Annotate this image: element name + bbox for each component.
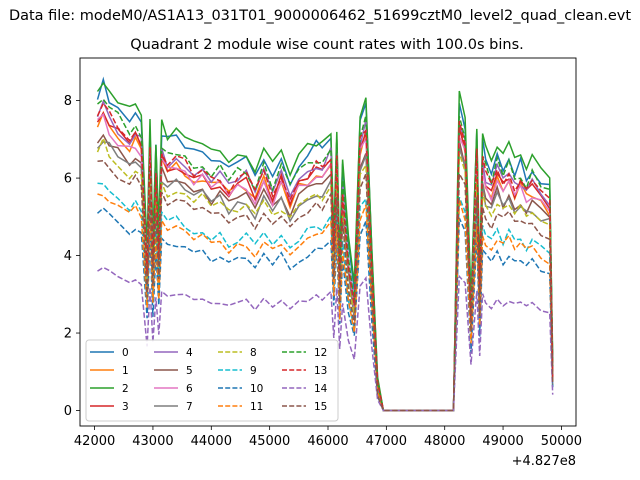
series-layer	[96, 76, 554, 412]
y-tick-label: 4	[64, 249, 72, 264]
legend-label: 13	[314, 365, 327, 377]
y-tick-label: 8	[64, 94, 72, 109]
x-tick-label: 47000	[366, 434, 407, 449]
x-axis: 42000 43000 44000 45000 46000 47000 48000 49000…	[74, 426, 582, 449]
legend-label: 3	[122, 401, 129, 413]
y-tick-label: 0	[64, 404, 72, 419]
series-line-15	[97, 159, 554, 412]
axes-frame	[79, 57, 577, 427]
x-tick-label: 42000	[74, 434, 115, 449]
chart-title: Quadrant 2 module wise count rates with …	[130, 37, 524, 53]
x-tick-label: 50000	[541, 434, 582, 449]
y-tick-label: 2	[64, 327, 72, 342]
series-line-14	[97, 266, 554, 412]
series-line-12	[97, 98, 554, 412]
legend-label: 15	[314, 401, 327, 413]
legend-label: 14	[314, 383, 328, 395]
legend-label: 5	[186, 365, 193, 377]
figure-suptitle: Data file: modeM0/AS1A13_031T01_90000064…	[9, 8, 631, 24]
x-tick-label: 48000	[424, 434, 465, 449]
legend-label: 0	[122, 347, 129, 359]
legend-label: 12	[314, 347, 327, 359]
y-tick-label: 6	[64, 172, 72, 187]
x-tick-label: 46000	[307, 434, 348, 449]
legend-label: 1	[122, 365, 129, 377]
legend-label: 2	[122, 383, 129, 395]
x-tick-label: 49000	[482, 434, 523, 449]
legend-label: 10	[250, 383, 263, 395]
legend-label: 8	[250, 347, 257, 359]
legend-label: 11	[250, 401, 263, 413]
x-tick-label: 45000	[249, 434, 290, 449]
y-axis: 0 2 4 6 8	[64, 94, 80, 419]
legend-frame	[85, 339, 339, 422]
legend-label: 7	[186, 401, 193, 413]
series-line-11	[97, 193, 554, 412]
x-tick-label: 43000	[132, 434, 173, 449]
legend-label: 6	[186, 383, 193, 395]
legend-label: 4	[186, 347, 193, 359]
legend-label: 9	[250, 365, 257, 377]
x-tick-label: 44000	[191, 434, 232, 449]
x-offset-label: +4.827e8	[512, 454, 576, 469]
